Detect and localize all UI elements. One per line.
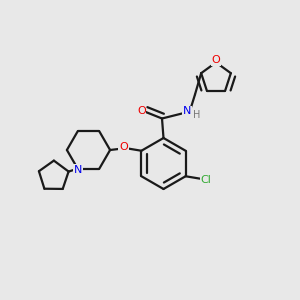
Text: N: N [74,165,82,175]
Text: O: O [119,142,128,152]
Text: Cl: Cl [200,175,211,184]
Text: O: O [137,106,146,116]
Text: N: N [182,106,191,116]
Text: O: O [212,55,220,65]
Text: H: H [193,110,200,120]
